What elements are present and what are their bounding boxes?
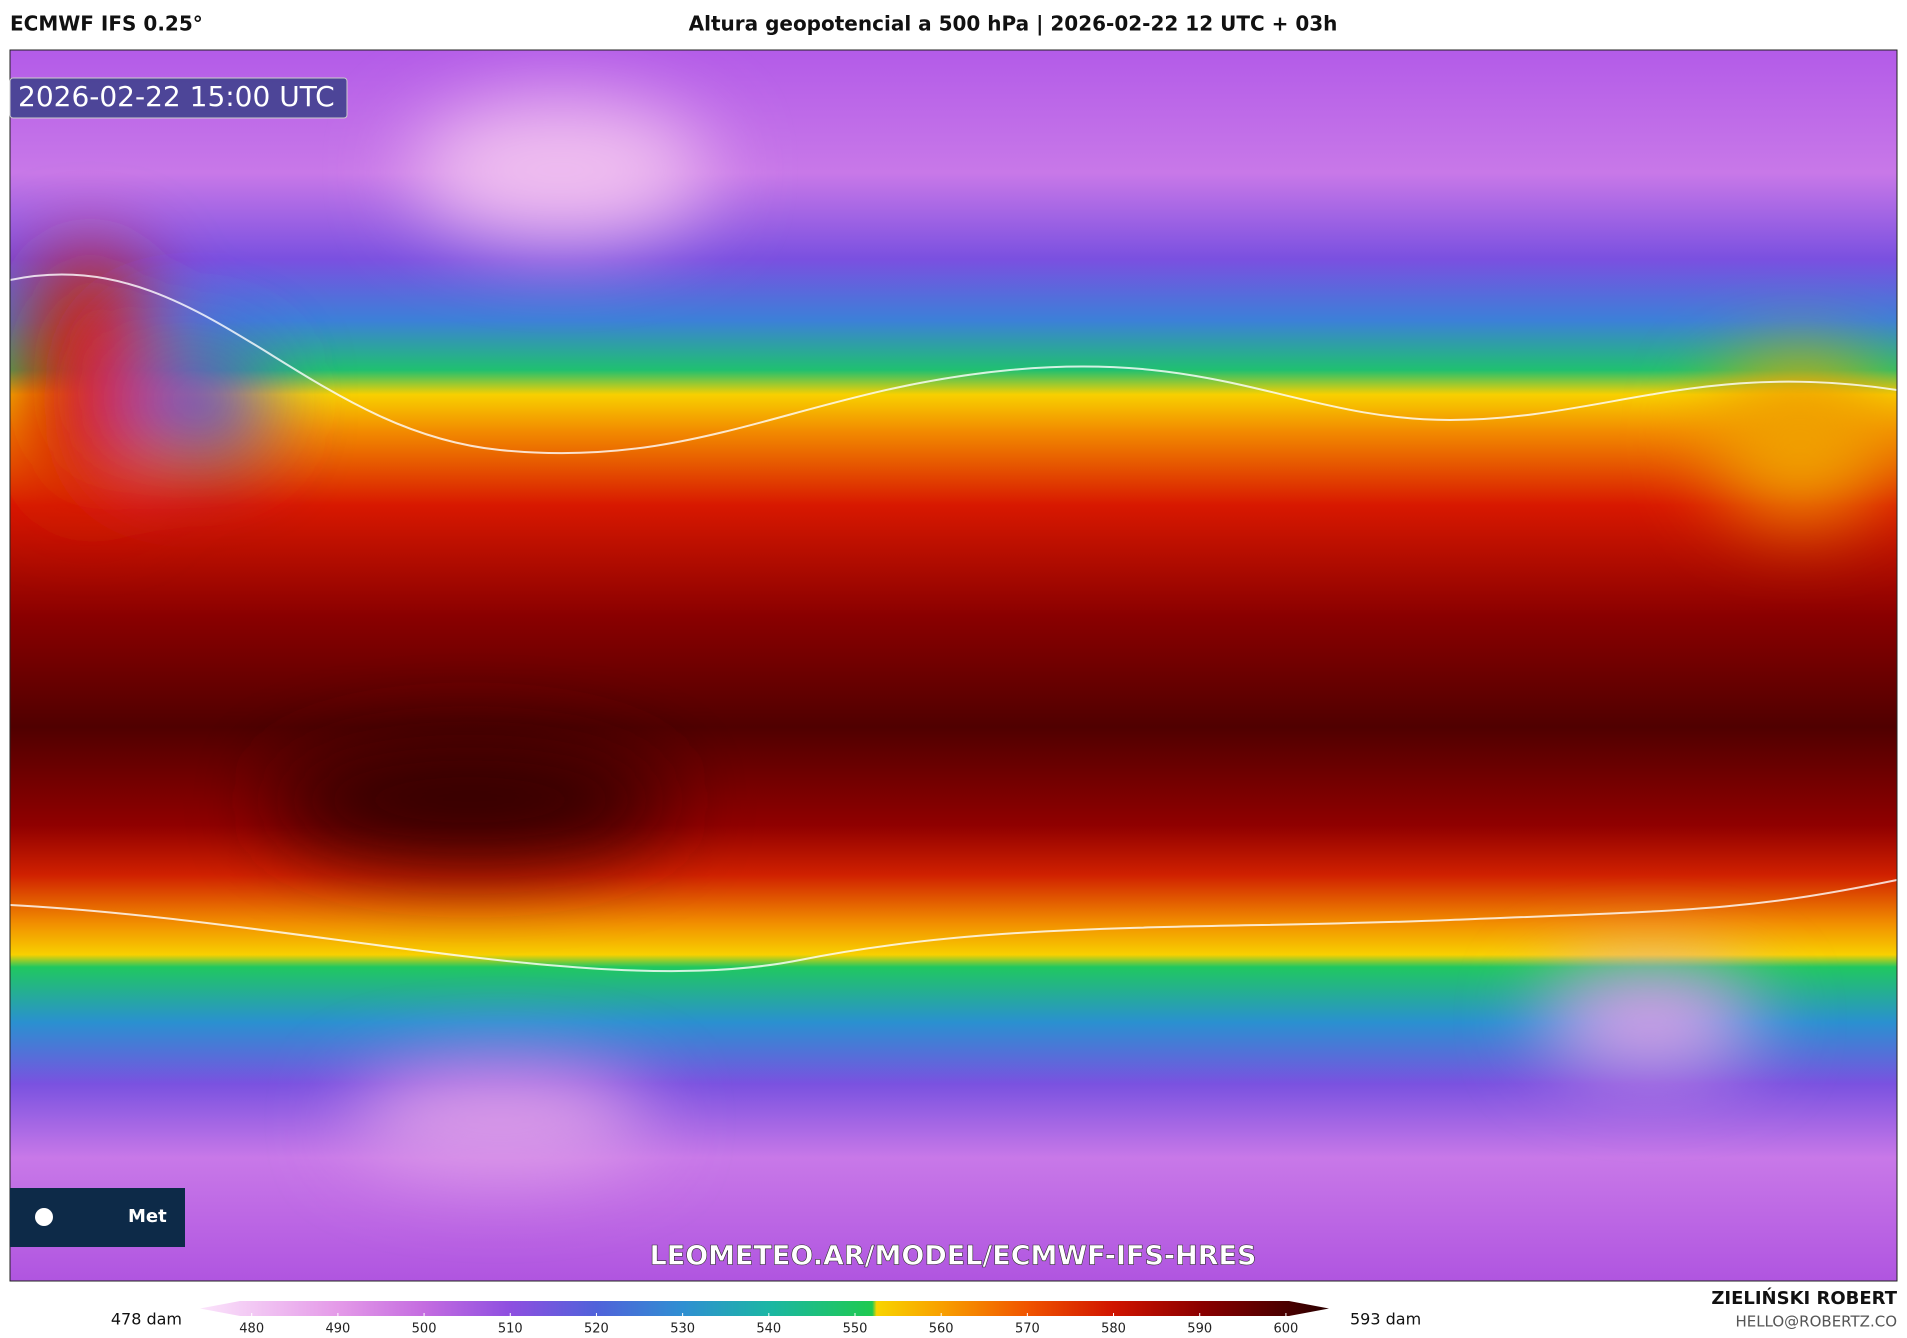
colorbar-max: 593 dam bbox=[1350, 1310, 1421, 1329]
colorbar-tick-label: 510 bbox=[498, 1322, 523, 1337]
logo-text: Met bbox=[128, 1206, 167, 1227]
colorbar-tick-label: 490 bbox=[325, 1322, 350, 1337]
valid-time: 2026-02-22 15:00 UTC bbox=[18, 80, 335, 113]
logo-sun bbox=[35, 1208, 53, 1226]
colorbar-tick-label: 540 bbox=[756, 1322, 781, 1337]
colorbar-tick-label: 520 bbox=[584, 1322, 609, 1337]
colorbar-min: 478 dam bbox=[111, 1310, 182, 1329]
colorbar-tick-label: 580 bbox=[1101, 1322, 1126, 1337]
colorbar-tick-label: 560 bbox=[929, 1322, 954, 1337]
author: ZIELIŃSKI ROBERT bbox=[1711, 1287, 1897, 1309]
watermark: LEOMETEO.AR/MODEL/ECMWF-IFS-HRES bbox=[650, 1241, 1257, 1272]
map-frame bbox=[9, 49, 1898, 1282]
colorbar-tick-label: 570 bbox=[1015, 1322, 1040, 1337]
colorbar-tick-label: 590 bbox=[1187, 1322, 1212, 1337]
map-title: Altura geopotencial a 500 hPa | 2026-02-… bbox=[689, 12, 1338, 36]
model-name: ECMWF IFS 0.25° bbox=[10, 12, 203, 36]
colorbar-tick-label: 600 bbox=[1273, 1322, 1298, 1337]
colorbar-tick-label: 500 bbox=[412, 1322, 437, 1337]
time-box bbox=[9, 77, 348, 119]
field-detail bbox=[20, 100, 1890, 1170]
colorbar-bar bbox=[200, 1301, 1329, 1316]
colorbar-tick-label: 550 bbox=[843, 1322, 868, 1337]
email: HELLO@ROBERTZ.CO bbox=[1735, 1313, 1897, 1331]
map bbox=[10, 50, 1897, 1281]
field bbox=[10, 50, 1897, 1281]
colorbar-tick-label: 480 bbox=[239, 1322, 264, 1337]
colorbar-tick-label: 530 bbox=[670, 1322, 695, 1337]
colorbar: 480 490 500 510 520 530 540 550 560 570 580 590 600 bbox=[200, 1301, 1329, 1337]
